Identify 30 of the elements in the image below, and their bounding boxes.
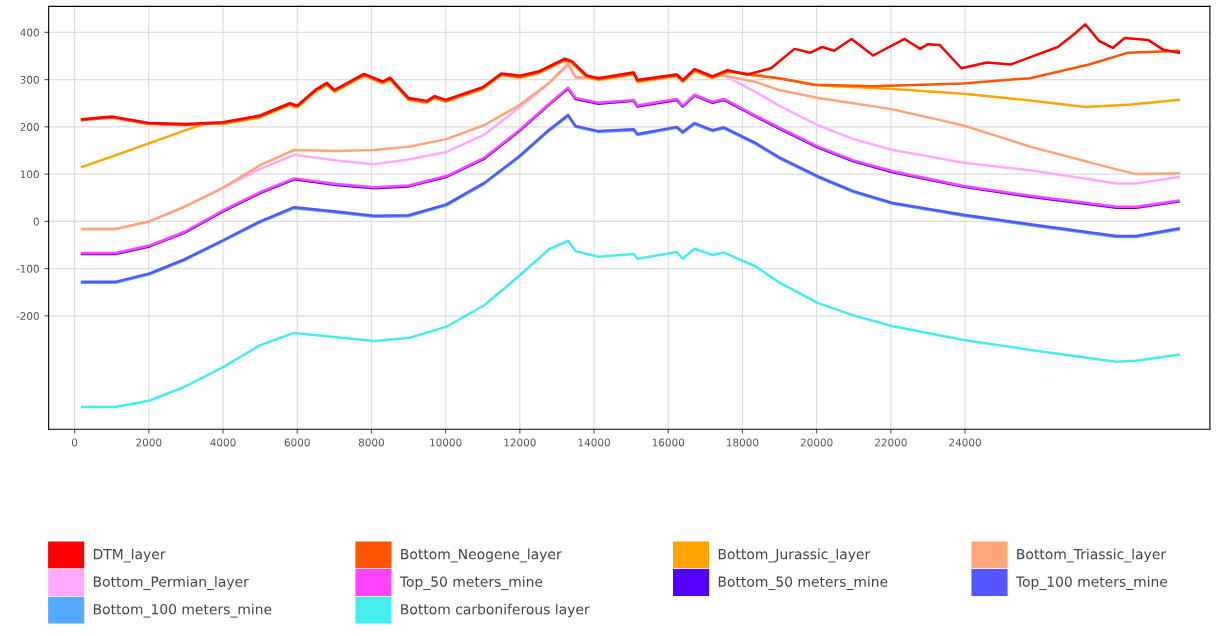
x-tick-label: 10000 xyxy=(430,438,462,447)
legend-label: Top_50 meters_mine xyxy=(399,576,543,590)
x-tick-label: 0 xyxy=(71,438,78,447)
y-tick-label: 100 xyxy=(20,170,39,179)
x-tick-label: 8000 xyxy=(358,438,384,447)
legend-label: Bottom carboniferous layer xyxy=(401,603,590,618)
legend-label: Bottom_Permian_layer xyxy=(93,576,249,590)
y-tick-label: 200 xyxy=(20,123,39,131)
x-tick-label: 12000 xyxy=(504,438,536,447)
x-tick-label: 24000 xyxy=(949,438,981,447)
legend-label: DTM_layer xyxy=(93,548,166,563)
legend-label: Bottom_50 meters_mine xyxy=(718,576,888,590)
legend-label: Bottom_Triassic_layer xyxy=(1017,548,1167,563)
legend-label: Bottom_Jurassic_layer xyxy=(718,548,871,563)
y-tick-label: 300 xyxy=(20,75,39,84)
x-tick-label: 18000 xyxy=(727,438,759,447)
legend-label: Bottom_100 meters_mine xyxy=(93,603,272,618)
y-tick-label: 400 xyxy=(20,28,39,37)
x-tick-label: 2000 xyxy=(136,438,162,447)
x-tick-label: 16000 xyxy=(652,438,685,447)
x-tick-label: 14000 xyxy=(578,438,610,447)
y-tick-label: -200 xyxy=(16,312,39,320)
x-tick-label: 4000 xyxy=(210,438,236,447)
x-tick-label: 20000 xyxy=(800,438,833,447)
y-tick-label: -100 xyxy=(16,264,39,273)
legend-label: Bottom_Neogene_layer xyxy=(401,548,562,563)
legend-label: Top_100 meters_mine xyxy=(1015,576,1168,590)
y-tick-label: 0 xyxy=(33,217,39,226)
x-tick-label: 6000 xyxy=(284,438,310,447)
x-tick-label: 22000 xyxy=(875,438,907,447)
